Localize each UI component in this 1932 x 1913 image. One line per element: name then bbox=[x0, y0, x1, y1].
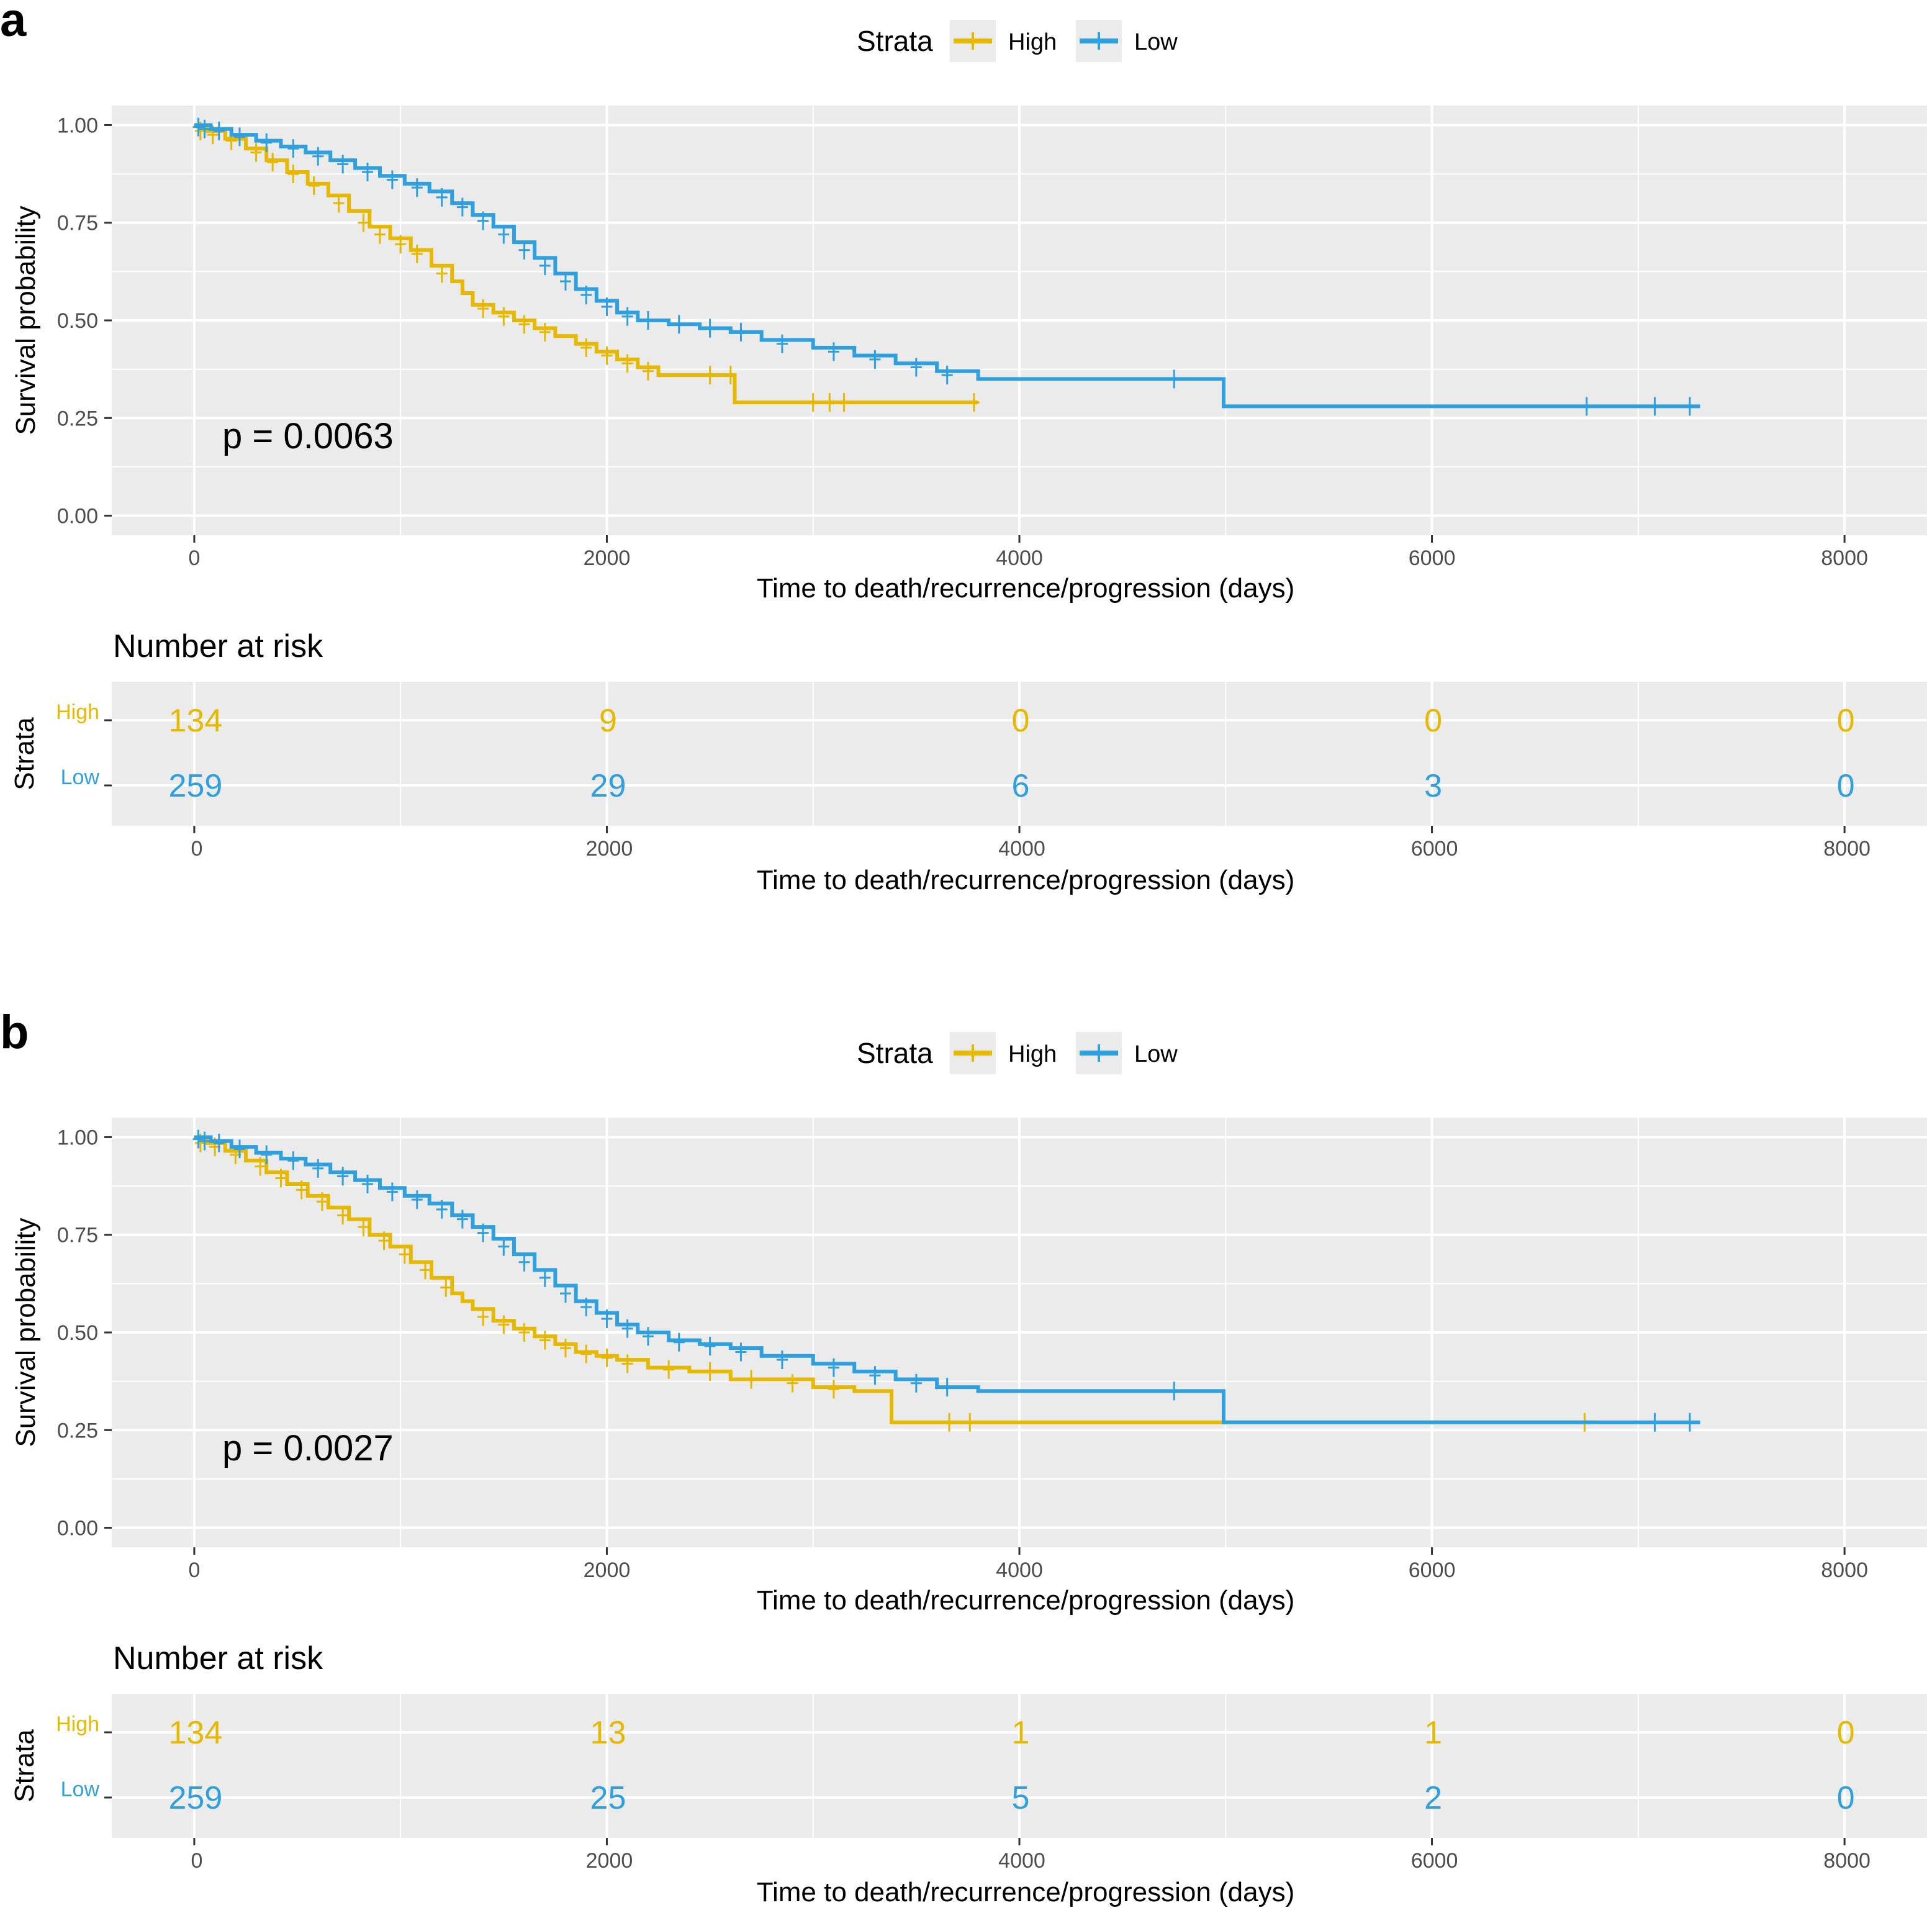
risk-count: 13 bbox=[590, 1715, 626, 1751]
risk-y-axis-title: Strata bbox=[9, 1729, 40, 1802]
risk-count: 0 bbox=[1837, 1715, 1855, 1751]
risk-count: 259 bbox=[169, 1780, 223, 1816]
survival-curve-high bbox=[194, 123, 978, 405]
y-tick-label: 0.50 bbox=[57, 309, 98, 333]
survival-curve-low bbox=[194, 1135, 1700, 1424]
x-tick-label: 2000 bbox=[584, 546, 631, 570]
risk-row-label-high: High bbox=[56, 1712, 99, 1736]
y-tick-label: 0.75 bbox=[57, 1224, 98, 1247]
risk-row-label-low: Low bbox=[61, 1778, 100, 1801]
y-tick-label: 1.00 bbox=[57, 1126, 98, 1149]
risk-count: 0 bbox=[1837, 703, 1855, 739]
legend-label-low: Low bbox=[1134, 1041, 1178, 1067]
risk-table-title: Number at risk bbox=[113, 628, 323, 664]
panel-letter: a bbox=[0, 0, 27, 47]
y-axis-title: Survival probability bbox=[11, 206, 41, 435]
y-tick-label: 0.75 bbox=[57, 212, 98, 235]
risk-x-tick-label: 2000 bbox=[586, 1849, 633, 1873]
risk-y-axis-title: Strata bbox=[9, 717, 40, 790]
risk-count: 0 bbox=[1012, 703, 1030, 739]
risk-x-tick-label: 4000 bbox=[998, 1849, 1045, 1873]
risk-count: 1 bbox=[1012, 1715, 1030, 1751]
risk-count: 259 bbox=[169, 768, 223, 804]
x-tick-label: 2000 bbox=[584, 1558, 631, 1582]
risk-count: 1 bbox=[1424, 1715, 1442, 1751]
risk-x-tick-label: 0 bbox=[191, 1849, 202, 1873]
risk-count: 29 bbox=[590, 768, 626, 804]
risk-count: 134 bbox=[169, 1715, 223, 1751]
x-tick-label: 0 bbox=[188, 546, 200, 570]
y-tick-label: 0.25 bbox=[57, 407, 98, 430]
risk-count: 0 bbox=[1424, 703, 1442, 739]
risk-x-axis-title: Time to death/recurrence/progression (da… bbox=[757, 865, 1295, 895]
p-value-annotation: p = 0.0063 bbox=[222, 416, 394, 456]
legend-label-low: Low bbox=[1134, 29, 1178, 55]
risk-x-axis-title: Time to death/recurrence/progression (da… bbox=[757, 1877, 1295, 1907]
risk-count: 0 bbox=[1837, 768, 1855, 804]
x-axis-title: Time to death/recurrence/progression (da… bbox=[757, 1585, 1295, 1616]
panel-a: a Strata High Low 0.00 0.25 0.50 0.75 1.00 0 2000 4… bbox=[0, 0, 1927, 895]
risk-count: 0 bbox=[1837, 1780, 1855, 1816]
legend: Strata High Low bbox=[857, 1032, 1178, 1074]
x-axis-title: Time to death/recurrence/progression (da… bbox=[757, 573, 1295, 604]
survival-curve-low bbox=[194, 123, 1700, 409]
legend-title: Strata bbox=[857, 25, 933, 57]
x-tick-label: 8000 bbox=[1821, 546, 1868, 570]
legend: Strata High Low bbox=[857, 20, 1178, 62]
risk-count: 2 bbox=[1424, 1780, 1442, 1816]
risk-row-label-low: Low bbox=[61, 766, 100, 789]
x-tick-label: 4000 bbox=[996, 546, 1043, 570]
y-tick-label: 0.25 bbox=[57, 1419, 98, 1442]
risk-x-tick-label: 8000 bbox=[1823, 1849, 1871, 1873]
legend-label-high: High bbox=[1008, 29, 1057, 55]
risk-x-tick-label: 0 bbox=[191, 837, 202, 861]
y-axis-title: Survival probability bbox=[11, 1218, 41, 1447]
x-tick-label: 4000 bbox=[996, 1558, 1043, 1582]
x-tick-label: 0 bbox=[188, 1558, 200, 1582]
x-tick-label: 8000 bbox=[1821, 1558, 1868, 1582]
risk-row-label-high: High bbox=[56, 700, 99, 724]
risk-count: 3 bbox=[1424, 768, 1442, 804]
risk-count: 5 bbox=[1012, 1780, 1030, 1816]
risk-x-tick-label: 6000 bbox=[1411, 837, 1458, 861]
risk-count: 9 bbox=[599, 703, 617, 739]
y-tick-label: 0.00 bbox=[57, 1517, 98, 1540]
p-value-annotation: p = 0.0027 bbox=[222, 1428, 394, 1468]
risk-x-tick-label: 6000 bbox=[1411, 1849, 1458, 1873]
x-tick-label: 6000 bbox=[1409, 546, 1456, 570]
y-tick-label: 0.50 bbox=[57, 1321, 98, 1345]
survival-curve-high bbox=[194, 1135, 1597, 1424]
y-tick-label: 1.00 bbox=[57, 114, 98, 137]
risk-count: 6 bbox=[1012, 768, 1030, 804]
risk-x-tick-label: 4000 bbox=[998, 837, 1045, 861]
x-tick-label: 6000 bbox=[1409, 1558, 1456, 1582]
y-tick-label: 0.00 bbox=[57, 505, 98, 528]
risk-x-tick-label: 8000 bbox=[1823, 837, 1871, 861]
risk-count: 134 bbox=[169, 703, 223, 739]
panel-letter: b bbox=[0, 1006, 29, 1059]
legend-title: Strata bbox=[857, 1037, 933, 1069]
risk-count: 25 bbox=[590, 1780, 626, 1816]
risk-x-tick-label: 2000 bbox=[586, 837, 633, 861]
legend-label-high: High bbox=[1008, 1041, 1057, 1067]
risk-table-title: Number at risk bbox=[113, 1640, 323, 1676]
